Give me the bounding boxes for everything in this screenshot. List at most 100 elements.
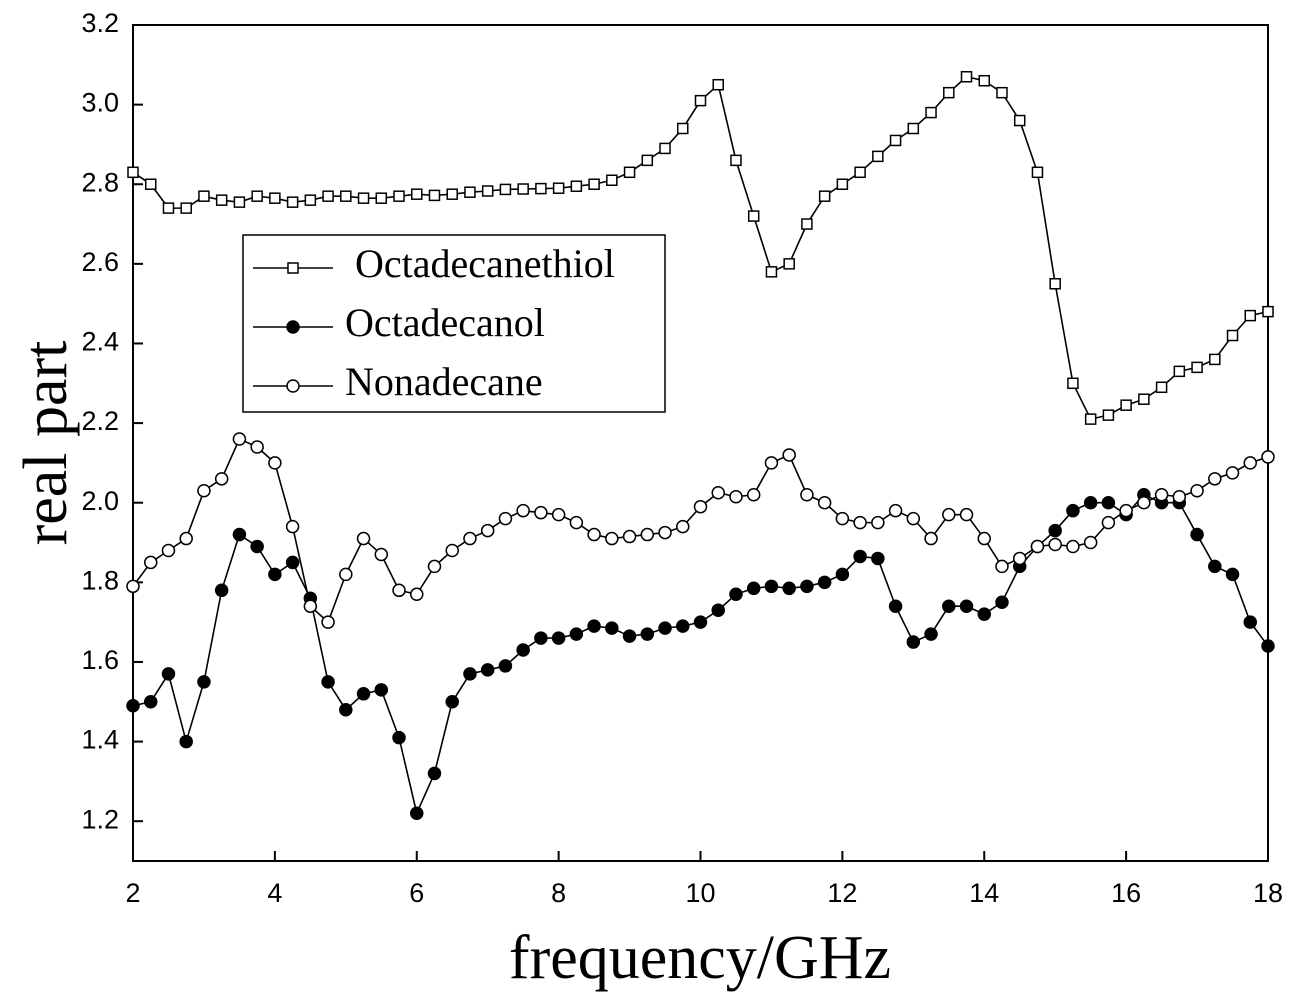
data-point <box>214 472 229 486</box>
data-point <box>1154 488 1169 502</box>
legend-marker <box>286 379 300 393</box>
data-point <box>836 178 849 190</box>
y-tick-label: 2.4 <box>81 327 119 357</box>
data-point <box>250 440 264 454</box>
data-point <box>551 631 566 645</box>
data-point <box>233 196 246 208</box>
legend-label: Octadecanethiol <box>355 241 615 286</box>
data-point <box>1225 567 1240 582</box>
data-point <box>1031 166 1044 179</box>
data-point <box>694 94 707 107</box>
data-point <box>1243 615 1258 629</box>
legend-label: Octadecanol <box>345 300 545 345</box>
data-point <box>1067 377 1079 390</box>
data-point <box>1243 456 1258 470</box>
data-point <box>1244 309 1257 322</box>
x-tick-label: 4 <box>267 878 282 908</box>
data-point <box>942 507 956 522</box>
data-point <box>817 575 832 590</box>
data-point <box>498 659 513 673</box>
data-point <box>179 531 193 546</box>
data-point <box>481 185 494 197</box>
data-point <box>782 448 796 462</box>
data-point <box>1083 495 1098 510</box>
data-point <box>606 174 618 187</box>
data-point <box>960 71 973 83</box>
data-point <box>818 190 831 202</box>
data-point <box>959 599 974 613</box>
data-point <box>1101 515 1116 530</box>
plot-frame <box>132 24 1269 862</box>
data-point <box>410 587 424 602</box>
y-tick-label: 2.8 <box>81 167 119 197</box>
data-point <box>872 150 884 163</box>
data-point <box>835 567 850 582</box>
data-point <box>800 488 814 502</box>
data-point <box>1013 114 1026 127</box>
data-point <box>498 511 513 526</box>
data-point <box>712 78 724 91</box>
data-point <box>764 456 779 470</box>
data-point <box>888 503 903 518</box>
y-axis-label: real part <box>12 341 80 546</box>
data-point <box>783 258 795 270</box>
data-point <box>570 180 583 192</box>
data-point <box>446 188 458 200</box>
data-point <box>729 587 743 602</box>
data-point <box>1173 365 1186 378</box>
data-point <box>1084 413 1097 425</box>
data-point <box>835 511 850 526</box>
data-point <box>197 484 211 498</box>
data-point <box>1066 539 1080 554</box>
data-point <box>1190 527 1204 542</box>
data-point <box>268 567 282 582</box>
data-point <box>924 627 938 641</box>
data-point <box>214 583 229 598</box>
y-tick-label: 1.4 <box>81 725 119 755</box>
data-point <box>1261 639 1275 653</box>
data-point <box>889 134 902 147</box>
data-point <box>623 166 636 179</box>
data-point <box>622 529 637 544</box>
data-point <box>730 154 742 167</box>
data-point <box>375 192 388 204</box>
data-point <box>215 194 228 206</box>
data-point <box>392 730 406 745</box>
data-point <box>943 86 955 99</box>
x-axis-label: frequency/GHz <box>509 924 891 992</box>
data-point <box>392 583 406 598</box>
x-tick-label: 18 <box>1253 878 1283 908</box>
data-point <box>499 183 512 196</box>
data-point <box>268 456 282 470</box>
data-point <box>1030 539 1045 554</box>
data-point <box>269 192 281 204</box>
data-point <box>906 635 921 649</box>
data-point <box>1048 523 1062 538</box>
data-point <box>658 525 672 540</box>
series-line <box>132 493 1269 816</box>
data-point <box>1155 381 1168 394</box>
data-point <box>285 555 300 570</box>
data-point <box>356 531 371 546</box>
data-point <box>569 627 584 641</box>
data-point <box>942 599 956 613</box>
data-point <box>1261 450 1275 464</box>
data-point <box>1012 551 1027 566</box>
data-point <box>1209 353 1221 366</box>
data-point <box>978 74 990 87</box>
data-point <box>693 615 708 629</box>
data-point <box>1191 361 1203 374</box>
x-tick-label: 6 <box>409 878 424 908</box>
data-point <box>427 766 442 781</box>
data-point <box>587 527 601 542</box>
data-point <box>410 806 424 820</box>
data-point <box>535 182 547 195</box>
data-point <box>1066 503 1080 518</box>
data-point <box>588 178 600 190</box>
y-tick-label: 2.0 <box>81 486 119 516</box>
data-point <box>676 519 690 534</box>
data-point <box>1101 495 1116 510</box>
data-point <box>339 702 353 717</box>
data-point <box>232 527 247 542</box>
